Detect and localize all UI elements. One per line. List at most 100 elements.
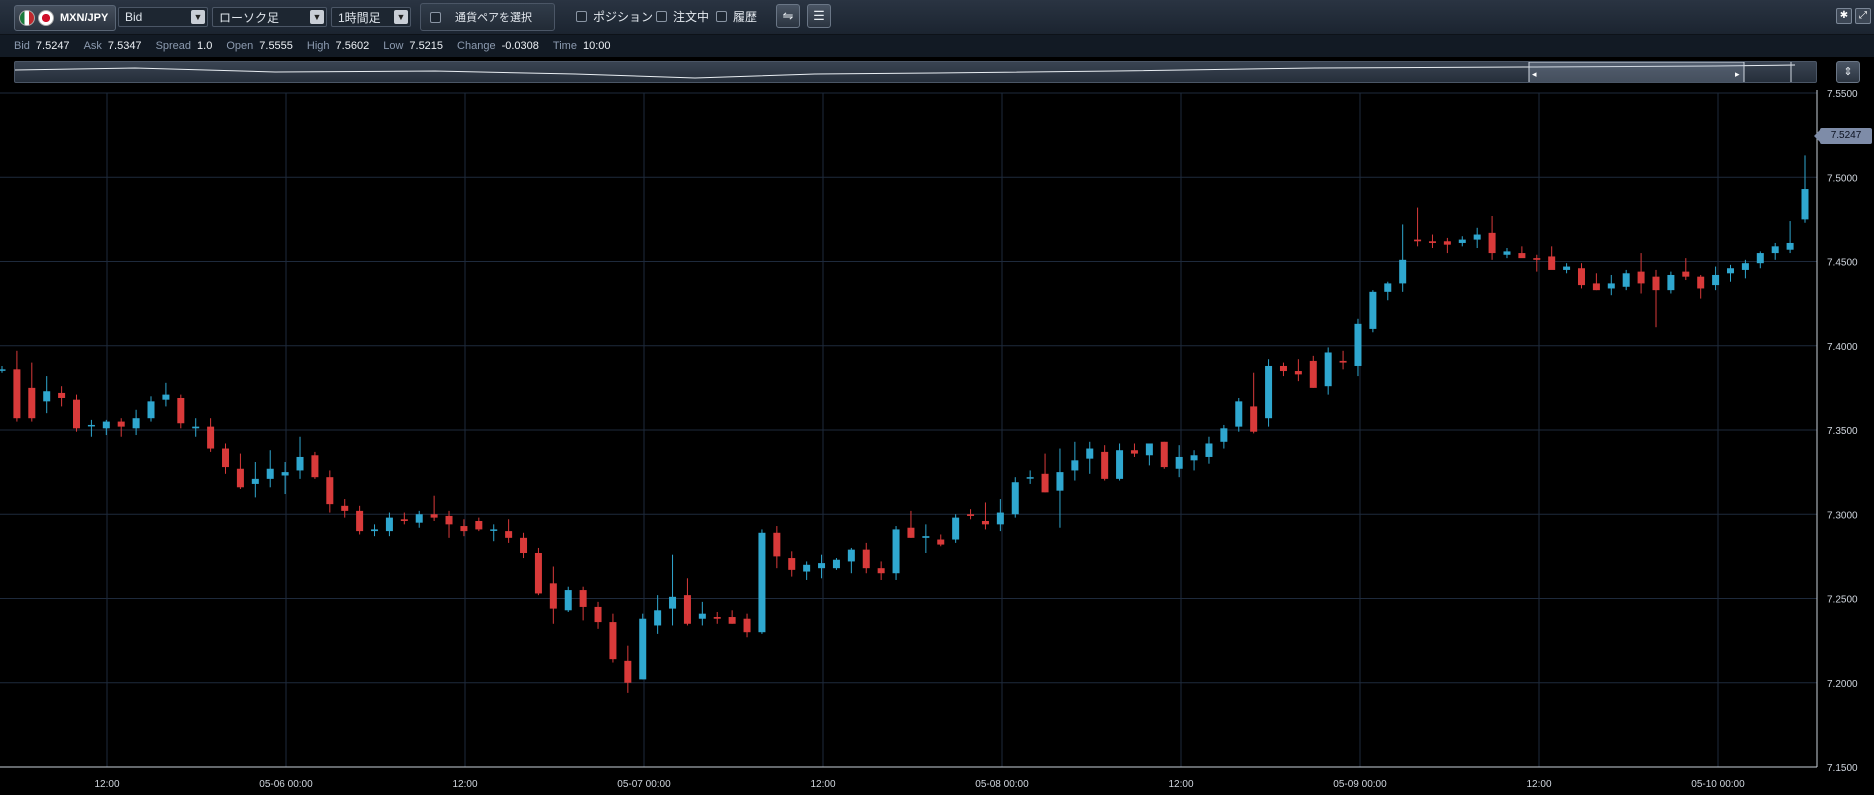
candle	[1577, 263, 1585, 289]
candle-body	[862, 549, 870, 569]
select-pair-label: 通貨ペアを選択	[455, 12, 532, 24]
orders-checkbox[interactable]	[656, 11, 667, 22]
candle-body	[13, 369, 21, 419]
candle	[877, 561, 885, 580]
candle-body	[952, 517, 960, 540]
candle	[832, 558, 840, 570]
candle	[1041, 453, 1049, 493]
candle-body	[1354, 323, 1362, 366]
navigator-right-arrow-icon[interactable]: ▸	[1735, 69, 1740, 79]
candle-body	[1041, 473, 1049, 493]
candle	[505, 519, 513, 543]
chart-kind-select[interactable]: ローソク足 ▼	[212, 7, 327, 27]
candle-body	[281, 472, 289, 476]
candle	[1130, 443, 1138, 457]
candle-body	[356, 510, 364, 532]
price-type-select[interactable]: Bid ▼	[118, 7, 208, 27]
high-value: 7.5602	[335, 40, 370, 52]
candle-body	[1399, 259, 1407, 284]
candle-body	[698, 613, 706, 619]
candle	[654, 595, 662, 634]
timeframe-select[interactable]: 1時間足 ▼	[331, 7, 411, 27]
candle	[803, 561, 811, 580]
history-toggle[interactable]: 履歴	[716, 8, 757, 25]
price-type-value: Bid	[125, 10, 143, 24]
candle-body	[341, 505, 349, 511]
position-checkbox[interactable]	[576, 11, 587, 22]
select-pair-checkbox[interactable]	[430, 11, 441, 23]
chevron-down-icon: ▼	[394, 10, 408, 24]
position-label: ポジション	[593, 10, 654, 24]
candle-body	[609, 622, 617, 660]
current-price-tag: 7.5247	[1814, 128, 1872, 144]
history-label: 履歴	[733, 10, 758, 24]
y-tick-label: 7.3500	[1827, 426, 1858, 437]
candle-body	[1458, 239, 1466, 243]
candle	[1071, 441, 1079, 481]
ask-label: Ask	[83, 40, 102, 52]
candle-body	[177, 397, 185, 424]
chart-settings-icon: ⇋	[782, 8, 794, 23]
mexico-flag-icon	[19, 10, 35, 26]
candle	[1712, 266, 1720, 291]
candle	[639, 613, 647, 680]
open-value: 7.5555	[259, 40, 293, 52]
candle-body	[1488, 232, 1496, 254]
candle-body	[147, 401, 155, 419]
candle	[624, 645, 632, 693]
candle	[1175, 445, 1183, 478]
candle	[907, 510, 915, 538]
x-tick-label: 05-09 00:00	[1333, 779, 1387, 790]
x-tick-label: 05-07 00:00	[617, 779, 671, 790]
candle-body	[818, 563, 826, 569]
spread-value: 1.0	[197, 40, 213, 52]
currency-pair-button[interactable]: MXN/JPY	[14, 5, 116, 31]
candle	[728, 610, 736, 624]
candle-body	[1667, 274, 1675, 291]
y-tick-label: 7.3000	[1827, 510, 1858, 521]
position-toggle[interactable]: ポジション	[576, 8, 653, 25]
candle	[1652, 269, 1660, 328]
candle-body	[222, 448, 230, 468]
candle-body	[1473, 234, 1481, 240]
candle-body	[58, 392, 66, 398]
navigator-left-arrow-icon[interactable]: ◂	[1532, 69, 1537, 79]
candle-body	[1414, 239, 1422, 242]
candle-body	[758, 532, 766, 633]
candle	[132, 409, 140, 436]
candle-body	[1190, 455, 1198, 461]
candle-body	[490, 529, 498, 531]
candle	[192, 418, 200, 437]
indicator-list-button[interactable]: ☰	[807, 4, 831, 28]
candle-body	[162, 394, 170, 400]
candle	[1563, 263, 1571, 274]
chart-settings-button[interactable]: ⇋	[776, 4, 800, 28]
select-pair-button[interactable]: 通貨ペアを選択	[420, 3, 555, 31]
expand-icon[interactable]: ⤢	[1855, 8, 1871, 24]
candle-body	[192, 426, 200, 429]
range-navigator[interactable]: ◂ ▸	[14, 61, 1817, 83]
gear-icon[interactable]: ✱	[1836, 8, 1852, 24]
navigator-toggle-button[interactable]: ⇕	[1836, 61, 1860, 83]
candle-body	[1771, 246, 1779, 254]
candle-body	[1250, 406, 1258, 432]
candle	[1607, 274, 1615, 296]
candle	[1279, 362, 1287, 377]
candle	[773, 526, 781, 569]
candle-body	[1339, 360, 1347, 363]
history-checkbox[interactable]	[716, 11, 727, 22]
candle-body	[1026, 477, 1034, 479]
navigator-window[interactable]	[1528, 62, 1745, 83]
candle-body	[1726, 268, 1734, 274]
candle-body	[475, 520, 483, 530]
candle-body	[564, 590, 572, 611]
candle	[1339, 350, 1347, 370]
candlestick-chart[interactable]: 7.5500 7.5000 7.4500 7.4000 7.3500 7.3000 7.25…	[0, 90, 1874, 795]
candle	[0, 365, 6, 373]
candle-body	[728, 617, 736, 624]
candle	[87, 419, 95, 437]
orders-toggle[interactable]: 注文中	[656, 8, 709, 25]
candle	[445, 510, 453, 538]
candle-body	[996, 512, 1004, 525]
candle-body	[1160, 441, 1168, 468]
